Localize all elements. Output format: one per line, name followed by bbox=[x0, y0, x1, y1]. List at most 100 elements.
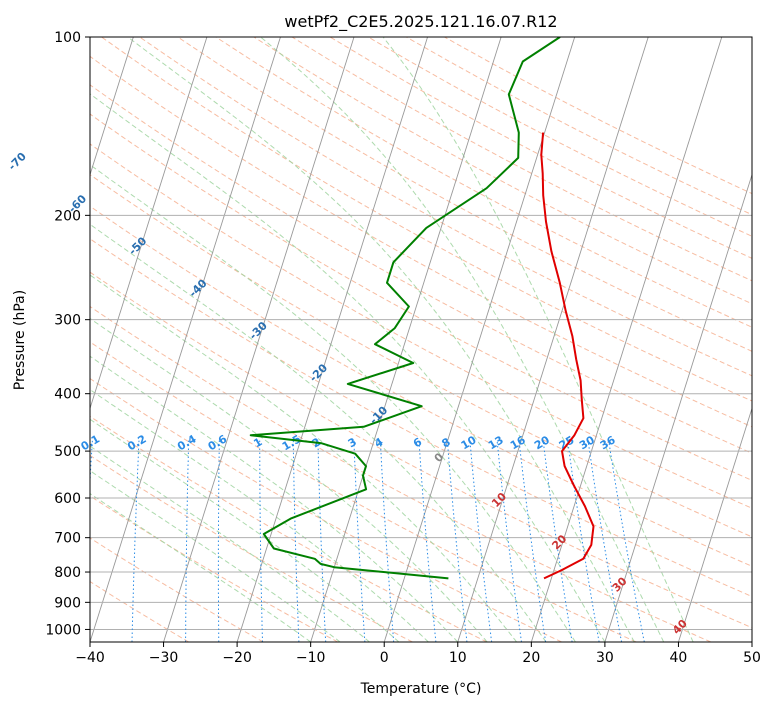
mixing-ratio-line bbox=[131, 440, 140, 642]
mixing-ratio-line bbox=[542, 440, 573, 642]
dry-adiabat bbox=[90, 238, 752, 598]
dry-adiabat bbox=[90, 537, 264, 642]
mixing-ratio-labels: 0.1 0.2 0.4 0.6 1 1.5 2 3 4 6 8 10 13 16 20 25 30 36 bbox=[79, 432, 618, 453]
y-tick-label: 100 bbox=[54, 30, 81, 46]
isotherm-line bbox=[678, 406, 752, 642]
mixing-ratio-line bbox=[418, 440, 437, 642]
background-lines bbox=[0, 37, 752, 642]
mixing-ratio-label: 10 bbox=[459, 433, 479, 452]
moist-adiabat bbox=[90, 317, 488, 642]
temperature-line bbox=[540, 132, 595, 580]
dry-adiabat bbox=[90, 205, 752, 567]
dry-adiabat bbox=[177, 37, 752, 352]
mixing-ratio-line bbox=[587, 440, 623, 642]
mixing-ratio-label: 3 bbox=[346, 435, 359, 450]
dry-adiabat bbox=[90, 271, 752, 629]
moist-adiabat bbox=[90, 223, 547, 642]
mixing-ratio-label: 16 bbox=[508, 433, 528, 452]
isotherm-line bbox=[530, 37, 723, 642]
y-axis-label: Pressure (hPa) bbox=[12, 290, 28, 390]
moist-adiabat bbox=[90, 470, 341, 642]
moist-adiabat bbox=[90, 274, 517, 642]
isotherm-line bbox=[310, 37, 502, 642]
isotherm-line bbox=[236, 37, 429, 642]
chart-title: wetPf2_C2E5.2025.121.16.07.R12 bbox=[284, 12, 557, 32]
isotherm-label: -70 bbox=[6, 150, 29, 173]
dry-adiabat bbox=[367, 37, 752, 237]
x-tick-label: 20 bbox=[522, 650, 540, 666]
isotherm-label: 40 bbox=[670, 617, 690, 637]
mixing-ratio-line bbox=[90, 440, 93, 490]
plot-frame bbox=[89, 36, 753, 643]
dry-adiabat bbox=[90, 341, 637, 642]
y-tick-label: 500 bbox=[54, 444, 81, 460]
dry-adiabat bbox=[90, 305, 712, 642]
mixing-ratio-line bbox=[353, 440, 366, 642]
profile-lines bbox=[249, 37, 595, 580]
isotherm-label: -40 bbox=[186, 277, 209, 300]
dry-adiabat bbox=[90, 84, 752, 454]
moist-adiabat bbox=[90, 493, 311, 642]
dry-adiabat bbox=[406, 37, 752, 216]
x-tick-label: 50 bbox=[743, 650, 761, 666]
moist-adiabat bbox=[382, 37, 694, 642]
y-tick-label: 800 bbox=[54, 565, 81, 581]
dry-adiabat bbox=[215, 37, 752, 328]
dry-adiabat bbox=[90, 113, 752, 481]
dry-adiabat bbox=[444, 37, 752, 195]
dry-adiabat bbox=[90, 55, 752, 428]
moist-adiabat bbox=[260, 37, 665, 642]
moist-adiabat bbox=[90, 418, 400, 642]
isotherm-label: -50 bbox=[126, 234, 149, 257]
x-tick-label: −40 bbox=[75, 650, 105, 666]
x-tick-label: −10 bbox=[296, 650, 326, 666]
mixing-ratio-label: 0.6 bbox=[206, 432, 230, 453]
isotherm-label: -20 bbox=[307, 361, 330, 384]
moist-adiabat bbox=[90, 445, 370, 642]
moist-adiabat bbox=[90, 164, 576, 642]
mixing-ratio-line bbox=[185, 440, 190, 642]
x-tick-label: 40 bbox=[670, 650, 688, 666]
y-tick-label: 600 bbox=[54, 491, 81, 507]
mixing-ratio-line bbox=[469, 440, 493, 642]
x-tick-label: 10 bbox=[449, 650, 467, 666]
mixing-ratio-line bbox=[446, 440, 468, 642]
isotherm-line bbox=[90, 37, 134, 177]
dewpoint-line bbox=[249, 37, 561, 580]
dry-adiabat bbox=[90, 415, 488, 642]
isotherm-line bbox=[751, 640, 752, 642]
mixing-ratio-label: 4 bbox=[372, 435, 385, 450]
moist-adiabat bbox=[90, 355, 459, 642]
mixing-ratio-label: 1 bbox=[251, 435, 264, 450]
mixing-ratio-line bbox=[518, 440, 547, 642]
isotherm-line bbox=[90, 37, 281, 642]
dry-adiabat bbox=[90, 377, 562, 642]
dry-adiabat bbox=[90, 580, 189, 642]
x-axis-label: Temperature (°C) bbox=[360, 681, 482, 697]
y-tick-label: 700 bbox=[54, 531, 81, 547]
mixing-ratio-label: 8 bbox=[439, 435, 452, 450]
x-tick-label: 30 bbox=[596, 650, 614, 666]
y-tick-label: 400 bbox=[54, 387, 81, 403]
isotherm-line bbox=[383, 37, 576, 642]
isotherm-line bbox=[604, 173, 752, 642]
isotherm-line bbox=[163, 37, 355, 642]
isotherm-label: -30 bbox=[247, 319, 270, 342]
dry-adiabat bbox=[101, 37, 752, 402]
isotherm-label: 30 bbox=[610, 574, 630, 594]
x-tick-label: −30 bbox=[149, 650, 179, 666]
isotherm-line bbox=[0, 37, 60, 642]
y-tick-label: 900 bbox=[54, 595, 81, 611]
isotherm-line bbox=[90, 37, 208, 410]
y-tick-label: 1000 bbox=[45, 622, 81, 638]
mixing-ratio-line bbox=[217, 440, 220, 642]
mixing-ratio-line bbox=[317, 440, 327, 642]
mixing-ratio-line bbox=[496, 440, 522, 642]
mixing-ratio-label: 1.5 bbox=[280, 432, 303, 453]
x-tick-label: −20 bbox=[222, 650, 252, 666]
dry-adiabat bbox=[90, 174, 752, 538]
dry-adiabat bbox=[90, 454, 413, 642]
dry-adiabat bbox=[253, 37, 752, 305]
x-tick-label: 0 bbox=[380, 650, 389, 666]
